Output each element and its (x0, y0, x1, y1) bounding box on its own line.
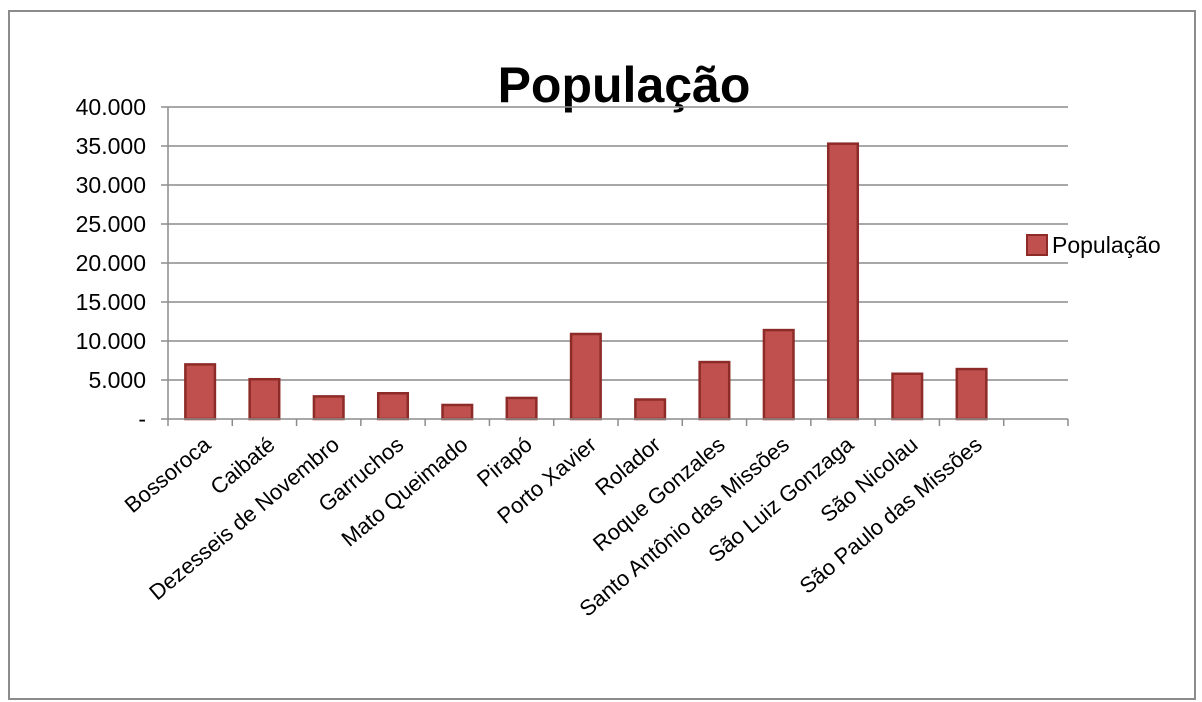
legend-label: População (1052, 232, 1161, 258)
x-tick-label: Bossoroca (120, 431, 216, 517)
y-tick-label: 40.000 (76, 94, 146, 120)
bar (698, 360, 731, 421)
y-tick-label: 20.000 (76, 250, 146, 276)
bar (955, 367, 988, 421)
y-tick-label: 35.000 (76, 133, 146, 159)
bar (762, 328, 795, 421)
y-tick-label: 25.000 (76, 211, 146, 237)
bar-chart: População - 5.000 10.000 15.000 20.000 25.000… (76, 57, 1161, 621)
bar (184, 363, 217, 421)
y-tick-label: 5.000 (88, 367, 146, 393)
chart-frame: População - 5.000 10.000 15.000 20.000 25.000… (8, 10, 1196, 700)
legend: População (1026, 232, 1161, 258)
legend-swatch (1026, 234, 1048, 256)
y-tick-label: - (138, 406, 146, 432)
y-tick-label: 10.000 (76, 328, 146, 354)
bar (312, 395, 345, 421)
y-axis-tick-labels: - 5.000 10.000 15.000 20.000 25.000 30.000 35.0… (76, 94, 146, 432)
axes (167, 107, 1069, 426)
bar (248, 377, 281, 421)
gridlines (161, 106, 1068, 420)
bar (891, 372, 924, 421)
bar (569, 332, 602, 421)
bar (505, 396, 538, 421)
chart-title: População (498, 57, 751, 113)
y-tick-label: 30.000 (76, 172, 146, 198)
bar (634, 398, 667, 421)
bar (826, 142, 860, 421)
bar (441, 403, 474, 421)
bar (376, 392, 410, 421)
y-tick-label: 15.000 (76, 289, 146, 315)
